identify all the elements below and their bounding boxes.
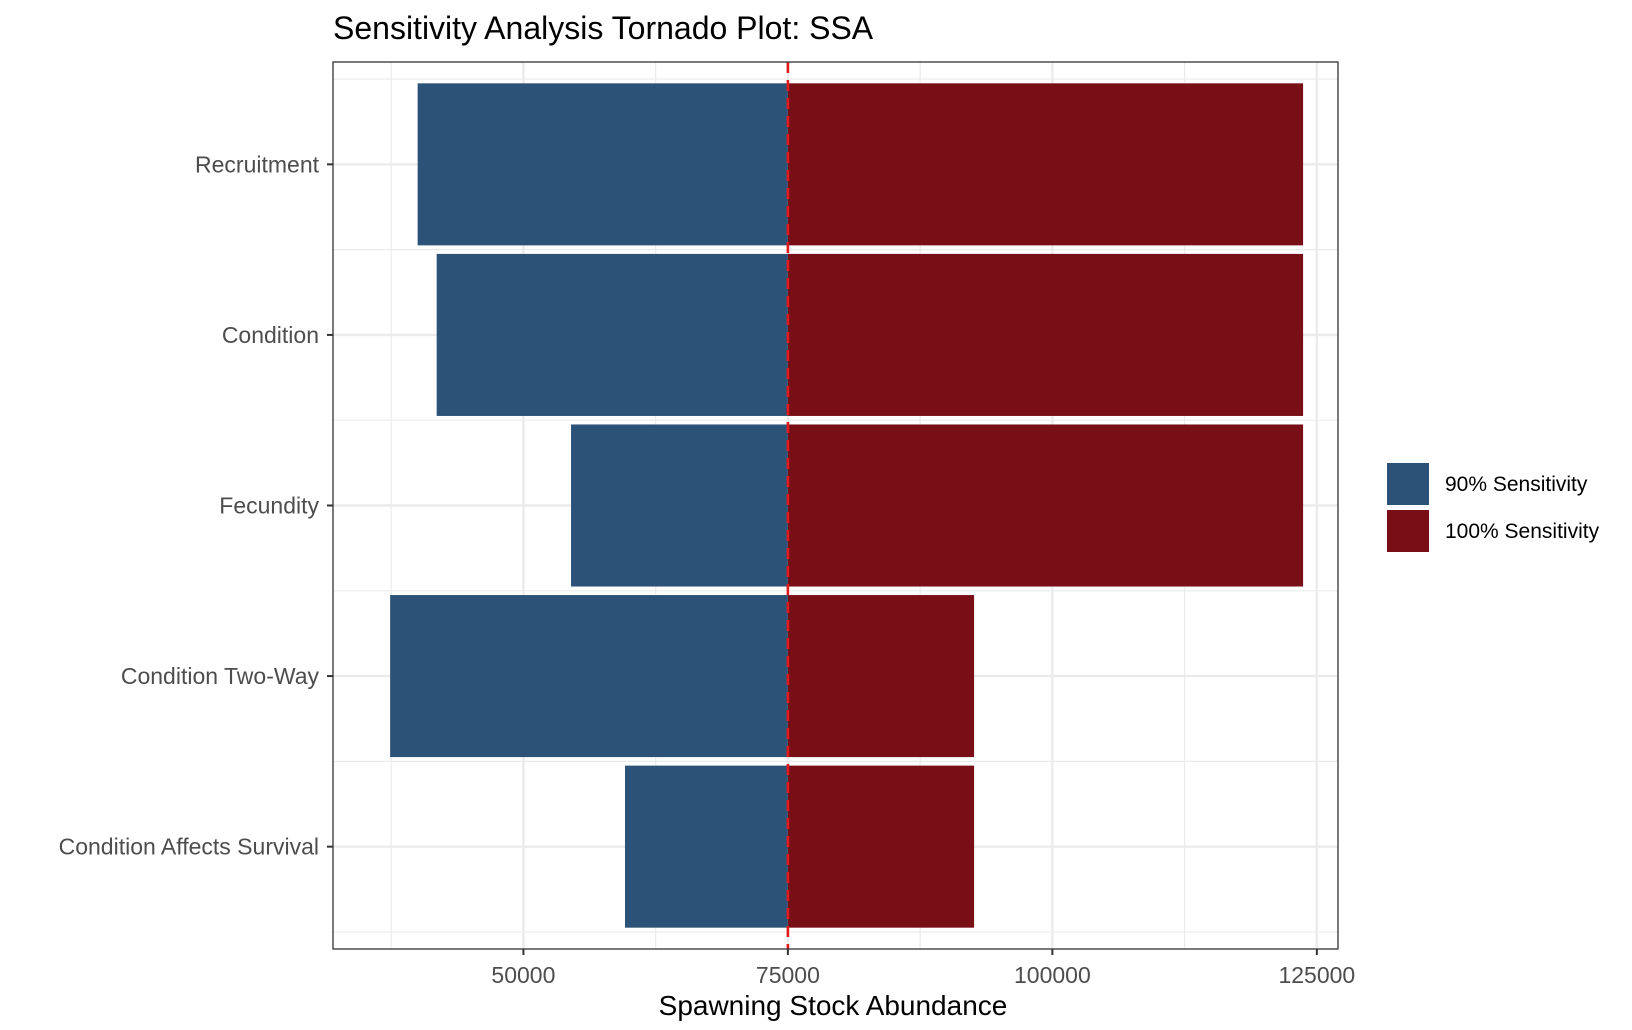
bar-high-0 (787, 83, 1304, 246)
legend-label: 90% Sensitivity (1445, 473, 1588, 496)
legend-key (1387, 463, 1429, 505)
legend: 90% Sensitivity 100% Sensitivity (1387, 463, 1600, 552)
bar-high-2 (787, 424, 1304, 587)
bar-low-4 (624, 765, 788, 928)
chart-title: Sensitivity Analysis Tornado Plot: SSA (333, 10, 874, 46)
bar-low-0 (417, 83, 788, 246)
bar-low-2 (571, 424, 788, 587)
y-tick-label: Recruitment (195, 151, 320, 177)
y-tick-label: Condition Affects Survival (59, 834, 319, 860)
bar-low-1 (436, 253, 788, 416)
y-tick-label: Fecundity (219, 493, 319, 519)
bar-high-1 (787, 253, 1304, 416)
bar-high-4 (787, 765, 975, 928)
bar-low-3 (390, 595, 788, 758)
y-axis-tick-labels: Recruitment Condition Fecundity Condition T… (59, 151, 333, 860)
x-tick-label: 100000 (1014, 962, 1091, 988)
plot-area (332, 61, 1339, 950)
x-tick-label: 75000 (756, 962, 820, 988)
legend-key (1387, 510, 1429, 552)
legend-label: 100% Sensitivity (1445, 520, 1600, 543)
x-axis-title: Spawning Stock Abundance (659, 990, 1008, 1021)
bar-high-3 (787, 595, 975, 758)
y-tick-label: Condition Two-Way (121, 663, 320, 689)
x-tick-label: 50000 (491, 962, 555, 988)
x-axis-tick-labels: 50000 75000 100000 125000 (491, 949, 1355, 988)
y-tick-label: Condition (222, 322, 319, 348)
x-tick-label: 125000 (1278, 962, 1355, 988)
